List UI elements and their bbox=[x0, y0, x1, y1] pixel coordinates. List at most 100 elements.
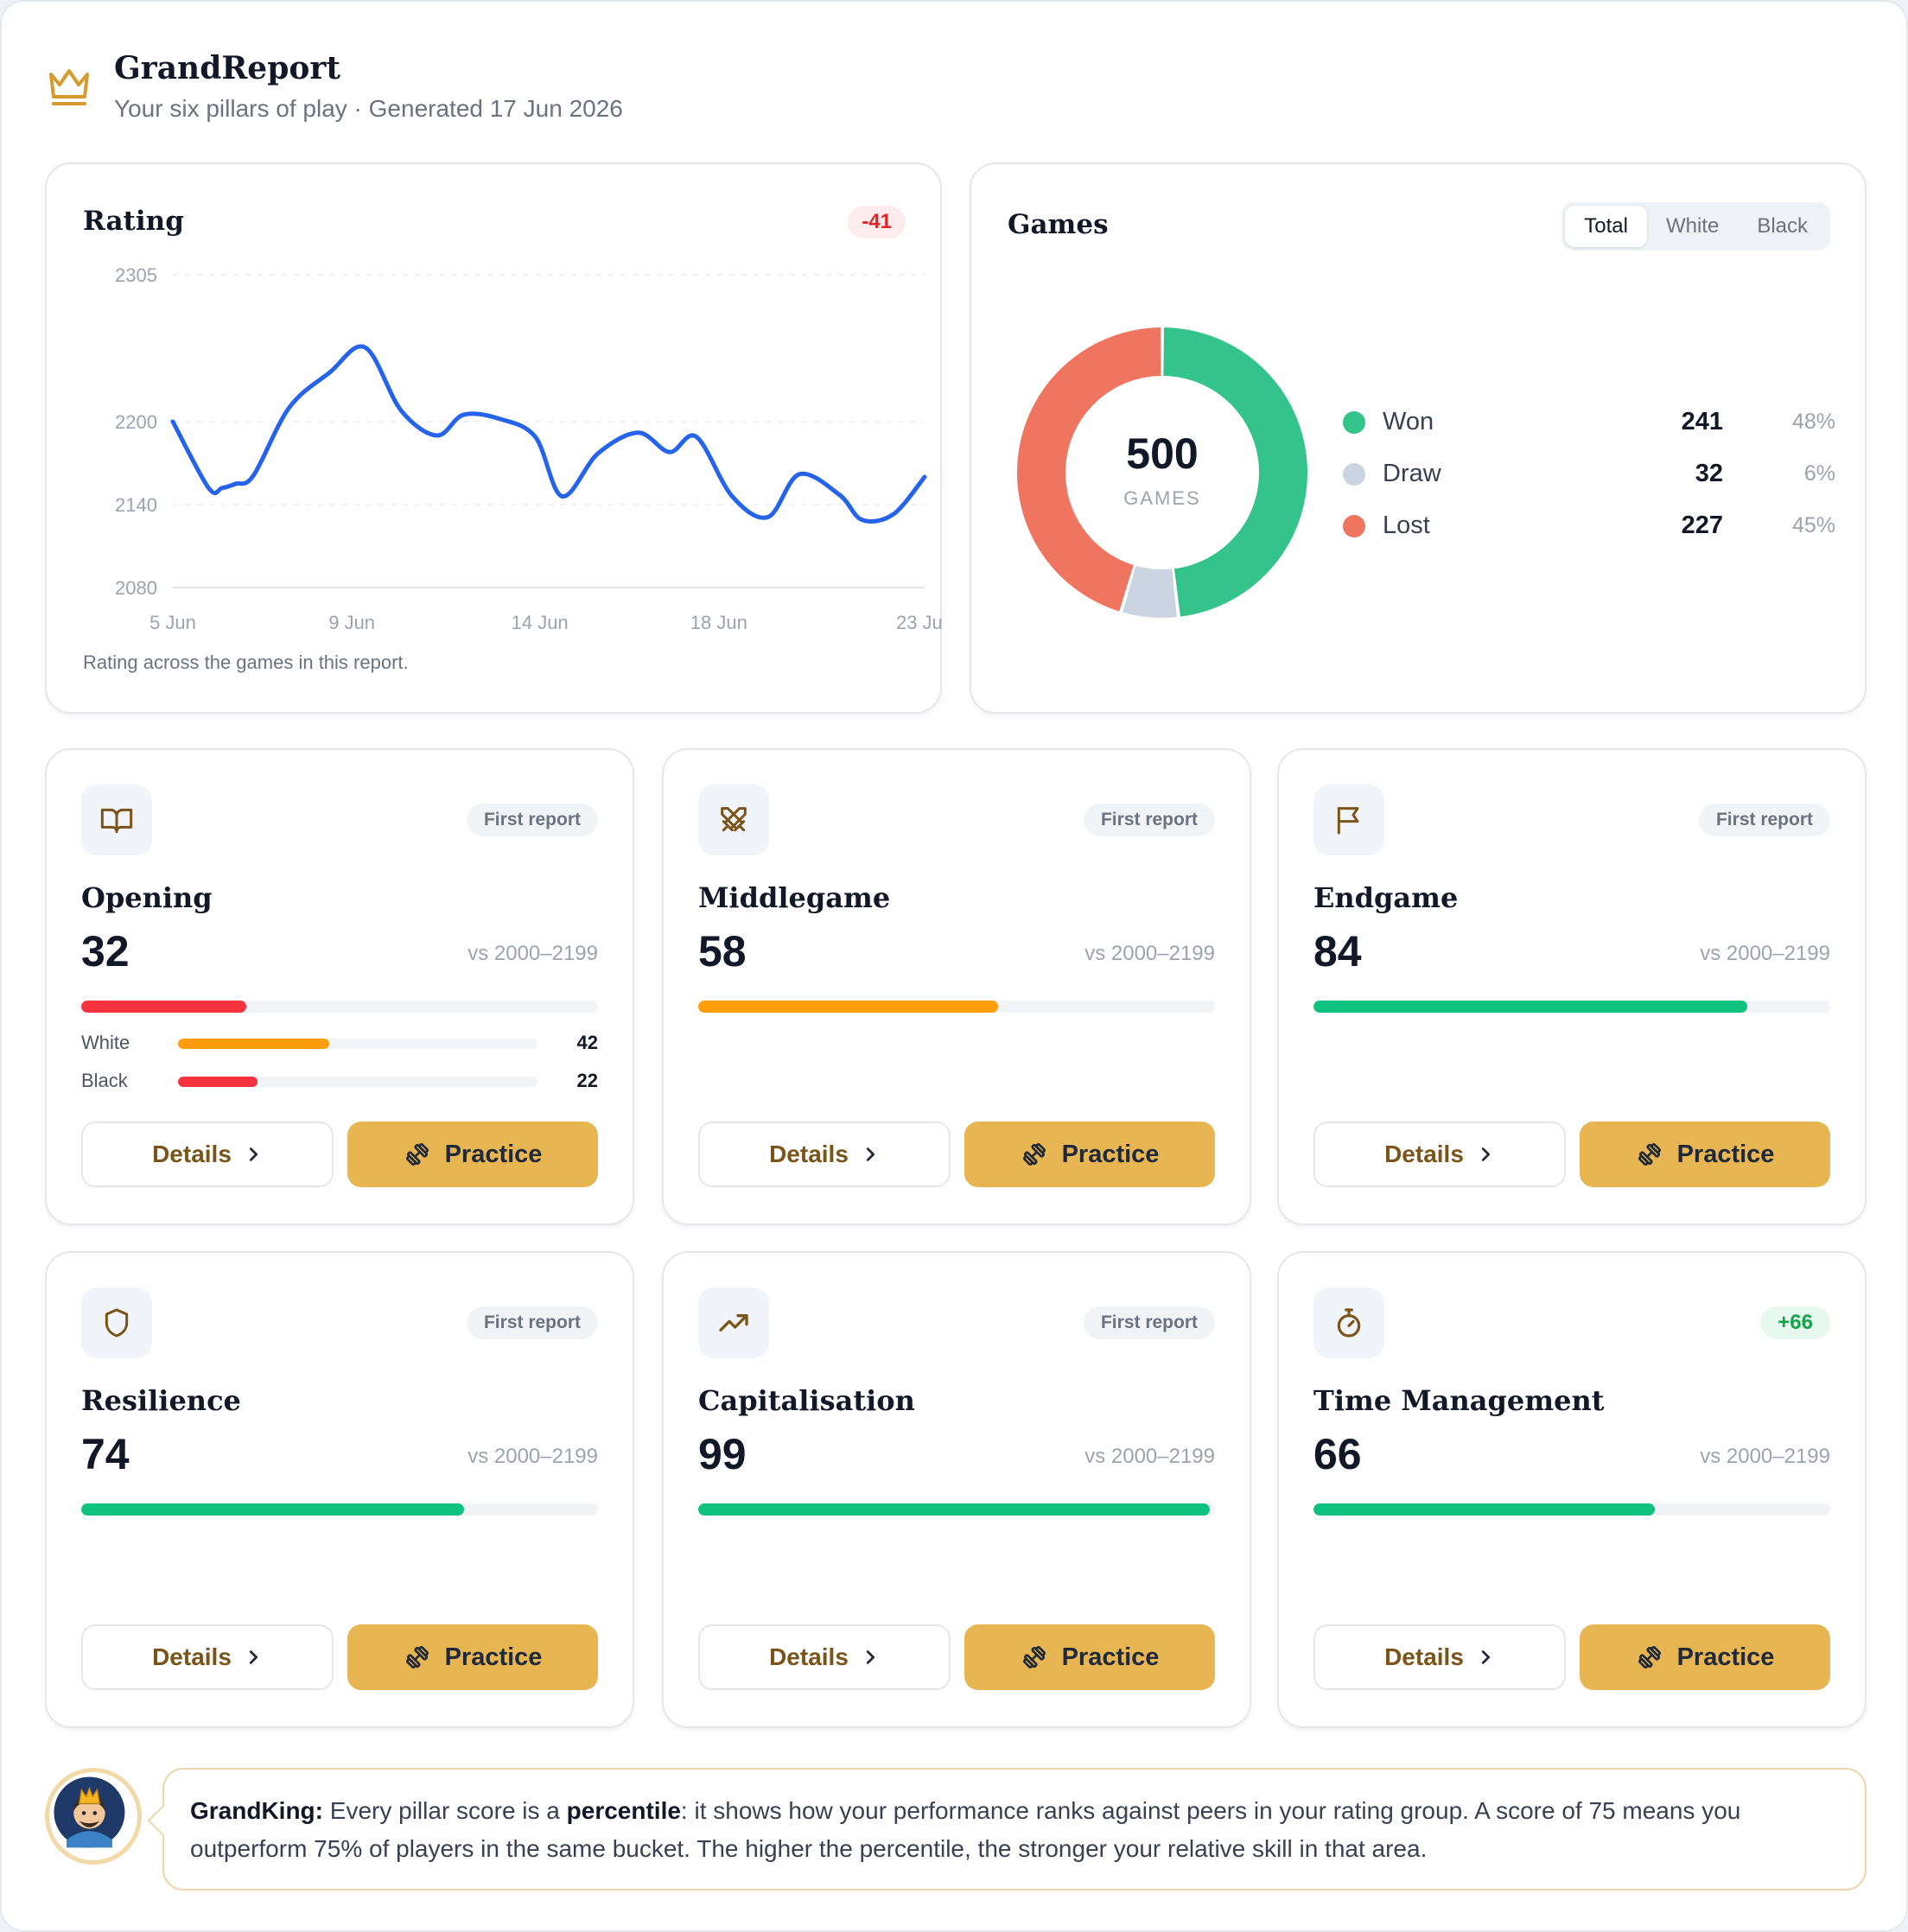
pillar-title: Capitalisation bbox=[698, 1384, 915, 1417]
games-title: Games bbox=[1008, 209, 1109, 240]
lost-dot bbox=[1343, 515, 1365, 537]
draw-slice bbox=[1123, 565, 1177, 618]
pillar-score-bar bbox=[698, 1001, 1215, 1013]
score-delta-badge: +66 bbox=[1760, 1306, 1830, 1339]
pillar-title: Resilience bbox=[81, 1384, 241, 1417]
games-total-label: GAMES bbox=[1123, 487, 1200, 509]
pillar-icon-tile bbox=[1313, 1287, 1384, 1358]
pillar-score-bar bbox=[81, 1503, 598, 1516]
x-tick-label: 9 Jun bbox=[328, 612, 375, 633]
dumbbell-icon bbox=[1638, 1142, 1661, 1166]
legend-draw: Draw 32 6% bbox=[1343, 458, 1844, 493]
legend-pct: 48% bbox=[1791, 410, 1835, 434]
pillar-card-opening: First report Opening 32 vs 2000–2199 Whi… bbox=[45, 748, 634, 1225]
practice-label: Practice bbox=[1061, 1643, 1160, 1671]
chevron-right-icon bbox=[1481, 1650, 1490, 1664]
pillar-icon-tile bbox=[698, 785, 769, 855]
details-button[interactable]: Details bbox=[81, 1624, 334, 1690]
pillar-score-bar bbox=[698, 1503, 1215, 1516]
legend-pct: 45% bbox=[1791, 513, 1835, 537]
practice-button[interactable]: Practice bbox=[347, 1624, 598, 1690]
details-label: Details bbox=[1384, 1141, 1464, 1167]
details-button[interactable]: Details bbox=[81, 1122, 334, 1187]
first-report-badge: First report bbox=[466, 804, 598, 836]
first-report-badge: First report bbox=[466, 1306, 598, 1339]
tab-black[interactable]: Black bbox=[1757, 214, 1808, 238]
details-button[interactable]: Details bbox=[698, 1624, 951, 1690]
dumbbell-icon bbox=[405, 1645, 429, 1669]
details-label: Details bbox=[769, 1141, 849, 1167]
rating-title: Rating bbox=[83, 206, 184, 237]
games-card: Games Total White Black 500 GAMES Won 24… bbox=[970, 162, 1867, 714]
pillar-score-fill bbox=[81, 1001, 247, 1013]
details-button[interactable]: Details bbox=[698, 1122, 951, 1187]
games-donut-chart: 500 GAMES bbox=[1017, 327, 1307, 618]
y-tick-label: 2080 bbox=[115, 577, 157, 599]
practice-button[interactable]: Practice bbox=[1580, 1624, 1830, 1690]
pillar-title: Opening bbox=[81, 881, 213, 914]
practice-button[interactable]: Practice bbox=[1580, 1122, 1830, 1187]
legend-label: Won bbox=[1383, 408, 1434, 435]
stopwatch-icon bbox=[1337, 1308, 1361, 1338]
pillar-title: Endgame bbox=[1313, 881, 1459, 914]
pillar-score: 84 bbox=[1313, 927, 1362, 976]
pillar-score: 74 bbox=[81, 1430, 130, 1478]
tip-text: : it shows how your performance ranks ag… bbox=[190, 1797, 1741, 1862]
details-label: Details bbox=[152, 1141, 232, 1167]
pillar-comparison-group: vs 2000–2199 bbox=[1084, 942, 1215, 965]
pillar-score-fill bbox=[698, 1001, 998, 1013]
practice-label: Practice bbox=[1676, 1643, 1775, 1671]
pillar-score: 32 bbox=[81, 927, 130, 976]
practice-label: Practice bbox=[1061, 1140, 1160, 1168]
swords-icon bbox=[721, 807, 747, 832]
won-slice bbox=[1163, 327, 1307, 617]
sub-score-fill bbox=[178, 1077, 258, 1087]
practice-button[interactable]: Practice bbox=[964, 1624, 1215, 1690]
practice-button[interactable]: Practice bbox=[964, 1122, 1215, 1187]
x-tick-label: 23 Jun bbox=[896, 612, 944, 633]
rating-note: Rating across the games in this report. bbox=[83, 651, 409, 673]
lost-slice bbox=[1017, 327, 1161, 612]
details-button[interactable]: Details bbox=[1313, 1122, 1566, 1187]
sub-score-bar bbox=[178, 1039, 537, 1049]
y-tick-label: 2140 bbox=[115, 494, 157, 516]
pillar-comparison-group: vs 2000–2199 bbox=[467, 1445, 598, 1468]
first-report-badge: First report bbox=[1698, 804, 1830, 836]
pillar-card-resilience: First report Resilience 74 vs 2000–2199 … bbox=[45, 1251, 634, 1728]
games-total: 500 bbox=[1126, 429, 1198, 478]
tab-white[interactable]: White bbox=[1665, 214, 1720, 238]
chevron-right-icon bbox=[249, 1147, 258, 1161]
games-color-filter: Total White Black bbox=[1561, 202, 1830, 251]
grandking-avatar bbox=[45, 1768, 142, 1865]
details-label: Details bbox=[769, 1643, 849, 1670]
rating-series-line bbox=[170, 344, 927, 524]
x-tick-label: 14 Jun bbox=[512, 612, 569, 633]
practice-button[interactable]: Practice bbox=[347, 1122, 598, 1187]
tab-total[interactable]: Total bbox=[1565, 206, 1647, 247]
pillar-score-fill bbox=[698, 1503, 1211, 1516]
chevron-right-icon bbox=[866, 1650, 874, 1664]
practice-label: Practice bbox=[444, 1643, 543, 1671]
practice-label: Practice bbox=[1676, 1140, 1775, 1168]
pillar-icon-tile bbox=[1313, 785, 1384, 855]
won-dot bbox=[1343, 411, 1365, 434]
details-button[interactable]: Details bbox=[1313, 1624, 1566, 1690]
chevron-right-icon bbox=[249, 1650, 258, 1664]
pillar-card-middlegame: First report Middlegame 58 vs 2000–2199 … bbox=[662, 748, 1251, 1225]
sub-score-white: White 42 bbox=[81, 1030, 598, 1056]
dumbbell-icon bbox=[405, 1142, 429, 1166]
legend-lost: Lost 227 45% bbox=[1343, 510, 1844, 544]
pillar-score-bar bbox=[1313, 1503, 1830, 1516]
pillar-icon-tile bbox=[81, 785, 152, 855]
pillar-score-fill bbox=[1313, 1503, 1655, 1516]
x-tick-label: 5 Jun bbox=[149, 612, 196, 633]
tip-text: Every pillar score is a bbox=[323, 1797, 567, 1824]
pillar-score: 58 bbox=[698, 927, 747, 976]
details-label: Details bbox=[1384, 1643, 1464, 1670]
dumbbell-icon bbox=[1638, 1645, 1661, 1669]
tip-speaker: GrandKing: bbox=[190, 1797, 323, 1824]
pillar-title: Time Management bbox=[1313, 1384, 1605, 1417]
first-report-badge: First report bbox=[1083, 804, 1215, 836]
pillar-card-time-management: +66 Time Management 66 vs 2000–2199 Deta… bbox=[1277, 1251, 1867, 1728]
